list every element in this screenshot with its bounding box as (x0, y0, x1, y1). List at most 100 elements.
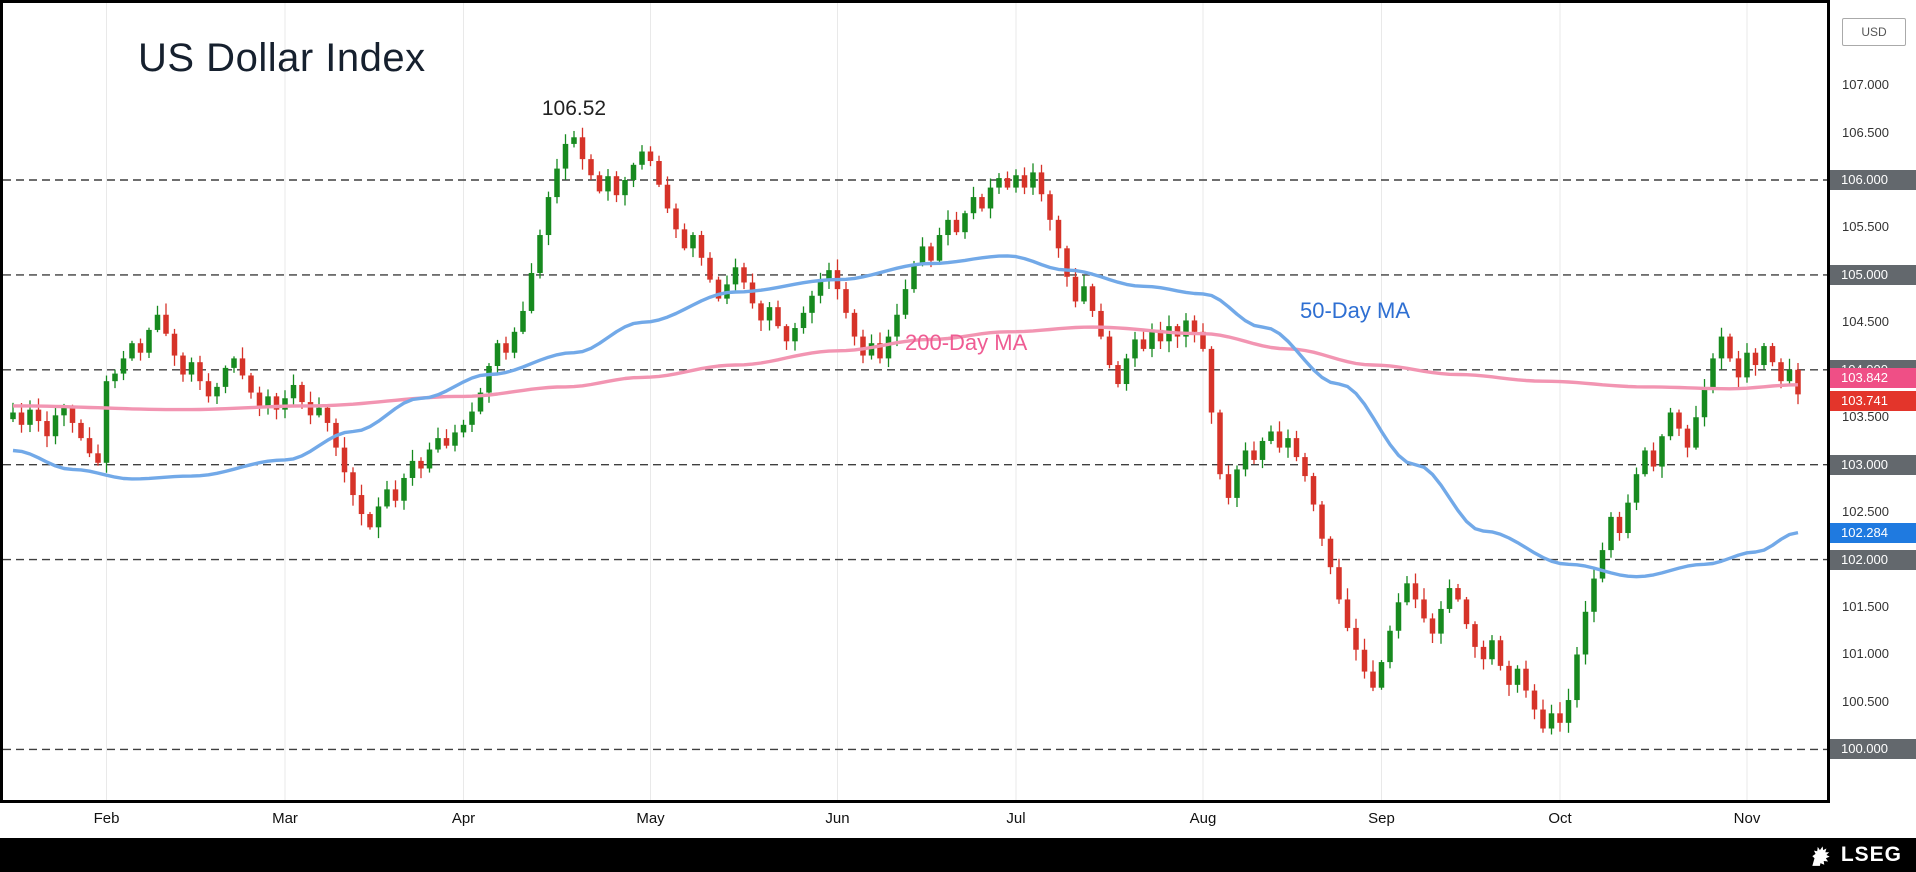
lseg-logo: LSEG (1808, 842, 1902, 868)
plot-area[interactable] (0, 0, 1830, 803)
candle (188, 362, 195, 375)
candle (1327, 538, 1334, 568)
candle (1132, 339, 1138, 359)
candle (10, 412, 16, 420)
candle (1038, 172, 1045, 195)
candle (401, 477, 407, 501)
candle (1259, 440, 1266, 460)
candle (732, 267, 739, 285)
candle (1225, 474, 1232, 498)
chart-title: US Dollar Index (138, 36, 426, 80)
candle (1480, 646, 1487, 660)
candle (741, 267, 747, 283)
candle (605, 176, 611, 192)
candle (809, 295, 815, 313)
candle (1676, 412, 1682, 429)
candle (1378, 662, 1385, 688)
candle (571, 137, 577, 144)
candle (1616, 516, 1623, 534)
candlestick-chart-canvas[interactable] (3, 3, 1827, 800)
candle (69, 407, 76, 423)
x-axis-month-label: Jul (1006, 810, 1026, 827)
candle (945, 219, 951, 236)
candle (1506, 665, 1512, 685)
candle (1013, 175, 1019, 188)
x-axis-month-label: Feb (93, 810, 120, 827)
currency-unit-badge[interactable]: USD (1842, 18, 1906, 46)
candle (44, 421, 50, 437)
candle (588, 159, 594, 176)
candle (1786, 369, 1793, 382)
candle (698, 235, 705, 258)
candle (579, 137, 586, 160)
y-axis-badge: 106.000 (1830, 169, 1916, 190)
candle (1200, 331, 1206, 349)
candle (120, 358, 127, 374)
candle (1098, 310, 1104, 337)
candle (1081, 286, 1087, 302)
candle (503, 343, 509, 353)
candle (953, 219, 960, 233)
y-axis-badge: 103.000 (1830, 454, 1916, 475)
candle (256, 392, 263, 406)
candle (673, 208, 679, 230)
candle (103, 381, 110, 463)
candle (18, 412, 25, 425)
y-axis-tick: 103.500 (1842, 409, 1889, 425)
candle (1752, 352, 1759, 366)
candle (137, 343, 144, 353)
candle (1115, 365, 1121, 385)
candle (894, 314, 900, 337)
candle (1353, 627, 1359, 650)
y-axis-tick: 101.000 (1842, 646, 1889, 662)
candle (452, 432, 458, 446)
candle (1625, 502, 1631, 534)
candle (1191, 320, 1198, 332)
candle (1778, 362, 1784, 382)
candle (1633, 474, 1640, 503)
candle (758, 303, 764, 321)
candle (1047, 194, 1053, 220)
candle (35, 409, 42, 422)
y-axis-tick: 106.500 (1842, 124, 1889, 140)
candle (545, 197, 552, 236)
candle (511, 331, 518, 353)
candle (86, 438, 93, 454)
candle (783, 326, 790, 342)
y-axis-badge: 103.741 (1830, 391, 1916, 412)
candle (1217, 412, 1223, 475)
candle (299, 384, 305, 403)
y-axis-tick: 101.500 (1842, 599, 1889, 615)
candle (460, 424, 467, 433)
candle (554, 168, 560, 198)
candle (426, 449, 433, 469)
candle (1531, 690, 1538, 710)
candle (486, 365, 492, 393)
candle (979, 197, 985, 209)
candle (1540, 709, 1546, 729)
candle (1514, 668, 1521, 685)
candle (1064, 248, 1070, 277)
candle (1208, 348, 1215, 413)
candle (1718, 336, 1725, 359)
candle (775, 307, 781, 327)
y-axis-tick: 100.500 (1842, 693, 1889, 709)
candle (469, 411, 475, 425)
candle (409, 460, 416, 478)
candle (792, 328, 798, 342)
candle (1557, 713, 1563, 723)
candle (1149, 329, 1155, 349)
y-axis-badge: 100.000 (1830, 739, 1916, 760)
candle (1599, 550, 1606, 579)
ma200-line-label: 200-Day MA (905, 330, 1028, 355)
candle (358, 495, 365, 515)
candle (843, 289, 849, 313)
candle (613, 176, 620, 196)
candle (1412, 583, 1419, 600)
candle (1421, 599, 1427, 619)
candle (1251, 450, 1257, 460)
candle (528, 272, 535, 311)
y-axis-badge: 103.842 (1830, 367, 1916, 388)
x-axis-month-label: Sep (1368, 810, 1395, 827)
candle (248, 375, 254, 393)
